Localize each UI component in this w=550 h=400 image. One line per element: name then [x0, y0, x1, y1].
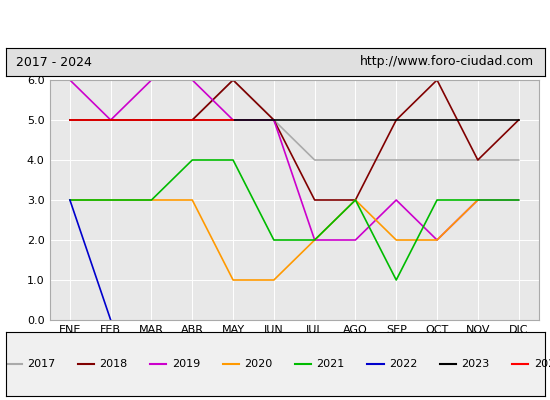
2019 — [67, 78, 73, 82]
2023 — [475, 118, 481, 122]
2018 — [148, 118, 155, 122]
2024 — [148, 118, 155, 122]
2020 — [311, 238, 318, 242]
2023 — [311, 118, 318, 122]
Line: 2017: 2017 — [70, 80, 519, 160]
2020 — [434, 238, 441, 242]
2023 — [515, 118, 522, 122]
2023 — [230, 118, 236, 122]
Text: 2020: 2020 — [244, 359, 272, 369]
Text: 2017: 2017 — [27, 359, 56, 369]
2018 — [434, 78, 441, 82]
2018 — [352, 198, 359, 202]
2019 — [148, 78, 155, 82]
2023 — [148, 118, 155, 122]
2020 — [271, 278, 277, 282]
2019 — [107, 118, 114, 122]
2019 — [515, 198, 522, 202]
2019 — [352, 238, 359, 242]
2020 — [230, 278, 236, 282]
Line: 2018: 2018 — [70, 80, 519, 200]
2021 — [515, 198, 522, 202]
2020 — [352, 198, 359, 202]
2018 — [230, 78, 236, 82]
2023 — [434, 118, 441, 122]
2017 — [311, 158, 318, 162]
2021 — [475, 198, 481, 202]
Text: 2021: 2021 — [317, 359, 345, 369]
Text: 2017 - 2024: 2017 - 2024 — [16, 56, 92, 68]
2024 — [230, 118, 236, 122]
2017 — [107, 118, 114, 122]
2021 — [230, 158, 236, 162]
2017 — [148, 118, 155, 122]
2018 — [515, 118, 522, 122]
2021 — [434, 198, 441, 202]
2021 — [67, 198, 73, 202]
2017 — [352, 158, 359, 162]
2019 — [271, 118, 277, 122]
Text: 2023: 2023 — [461, 359, 490, 369]
2019 — [311, 238, 318, 242]
2020 — [475, 198, 481, 202]
2018 — [271, 118, 277, 122]
2017 — [271, 118, 277, 122]
Text: http://www.foro-ciudad.com: http://www.foro-ciudad.com — [360, 56, 534, 68]
2022 — [67, 198, 73, 202]
2020 — [148, 198, 155, 202]
2017 — [475, 158, 481, 162]
2019 — [230, 118, 236, 122]
2023 — [393, 118, 399, 122]
Text: 2024: 2024 — [534, 359, 550, 369]
2021 — [311, 238, 318, 242]
2023 — [107, 118, 114, 122]
2021 — [352, 198, 359, 202]
2018 — [67, 118, 73, 122]
2019 — [434, 238, 441, 242]
2022 — [107, 318, 114, 322]
Line: 2021: 2021 — [70, 160, 519, 280]
2019 — [475, 198, 481, 202]
Text: Evolucion del paro registrado en Canales: Evolucion del paro registrado en Canales — [90, 15, 460, 33]
2023 — [352, 118, 359, 122]
Text: 2022: 2022 — [389, 359, 417, 369]
2017 — [230, 78, 236, 82]
2017 — [515, 158, 522, 162]
2018 — [107, 118, 114, 122]
Text: 2018: 2018 — [100, 359, 128, 369]
2024 — [67, 118, 73, 122]
2020 — [189, 198, 196, 202]
2018 — [311, 198, 318, 202]
2017 — [393, 158, 399, 162]
Line: 2020: 2020 — [70, 200, 478, 280]
2023 — [271, 118, 277, 122]
2019 — [189, 78, 196, 82]
Line: 2022: 2022 — [70, 200, 111, 320]
2021 — [189, 158, 196, 162]
2024 — [107, 118, 114, 122]
2021 — [271, 238, 277, 242]
2021 — [393, 278, 399, 282]
2018 — [475, 158, 481, 162]
2020 — [393, 238, 399, 242]
2019 — [393, 198, 399, 202]
2021 — [107, 198, 114, 202]
2020 — [67, 198, 73, 202]
2021 — [148, 198, 155, 202]
Line: 2019: 2019 — [70, 80, 519, 240]
2023 — [67, 118, 73, 122]
2017 — [189, 118, 196, 122]
2023 — [189, 118, 196, 122]
2020 — [107, 198, 114, 202]
2017 — [67, 118, 73, 122]
2018 — [189, 118, 196, 122]
Text: 2019: 2019 — [172, 359, 200, 369]
2024 — [189, 118, 196, 122]
2017 — [434, 158, 441, 162]
2018 — [393, 118, 399, 122]
